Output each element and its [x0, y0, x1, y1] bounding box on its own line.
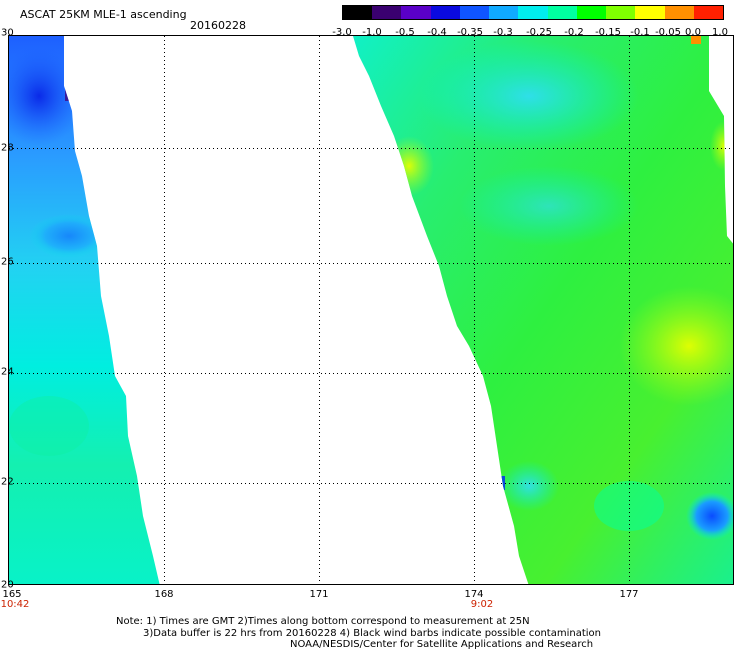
map-title: ASCAT 25KM MLE-1 ascending [20, 8, 187, 21]
right-swath [353, 36, 733, 584]
footnote-line-1: Note: 1) Times are GMT 2)Times along bot… [116, 616, 530, 627]
colorbar-swatch [693, 6, 724, 19]
colorbar-swatch [664, 6, 694, 19]
lat-label: 26 [1, 256, 14, 268]
colorbar-swatch [459, 6, 490, 19]
colorbar-label: -0.15 [595, 27, 621, 38]
lat-label: 20 [1, 579, 14, 591]
colorbar-label: -0.25 [526, 27, 552, 38]
graticule [9, 36, 733, 584]
colorbar-label: -0.35 [457, 27, 483, 38]
colorbar-label: -0.5 [395, 27, 415, 38]
lat-label: 28 [1, 142, 14, 154]
colorbar-label: -0.3 [493, 27, 513, 38]
map-plot-area [8, 35, 734, 585]
colorbar-swatch [372, 6, 402, 19]
lon-label: 174 [464, 589, 484, 600]
colorbar-label: -0.2 [564, 27, 584, 38]
lon-label: 171 [309, 589, 329, 600]
lat-label: 22 [1, 476, 14, 488]
colorbar-label: -3.0 [332, 27, 352, 38]
colorbar-label: -0.05 [655, 27, 681, 38]
colorbar-swatch [401, 6, 431, 19]
colorbar-swatch [518, 6, 548, 19]
footnote-line-2: 3)Data buffer is 22 hrs from 20160228 4)… [143, 628, 601, 639]
lat-label: 30 [1, 27, 14, 39]
colorbar-label: 1.0 [712, 27, 728, 38]
colorbar-label: 0.0 [685, 27, 701, 38]
colorbar-swatch [489, 6, 519, 19]
lon-label: 177 [619, 589, 639, 600]
colorbar-label: -0.1 [630, 27, 650, 38]
footnote-credit: NOAA/NESDIS/Center for Satellite Applica… [290, 639, 594, 650]
pass-time-label: 10:42 [0, 599, 30, 610]
colorbar-swatch [606, 6, 636, 19]
colorbar-label: -1.0 [362, 27, 382, 38]
lat-label: 24 [1, 366, 14, 378]
lon-label: 165 [2, 589, 22, 600]
colorbar-swatch [343, 6, 373, 19]
pass-time-label: 9:02 [470, 599, 494, 610]
left-swath [9, 36, 160, 584]
colorbar-swatch [635, 6, 665, 19]
map-date: 20160228 [190, 19, 246, 32]
colorbar-label: -0.4 [427, 27, 447, 38]
colorbar-swatch [576, 6, 607, 19]
swath-map [9, 36, 733, 584]
colorbar-swatch [547, 6, 577, 19]
colorbar [342, 5, 724, 20]
lon-label: 168 [154, 589, 174, 600]
colorbar-swatch [430, 6, 460, 19]
